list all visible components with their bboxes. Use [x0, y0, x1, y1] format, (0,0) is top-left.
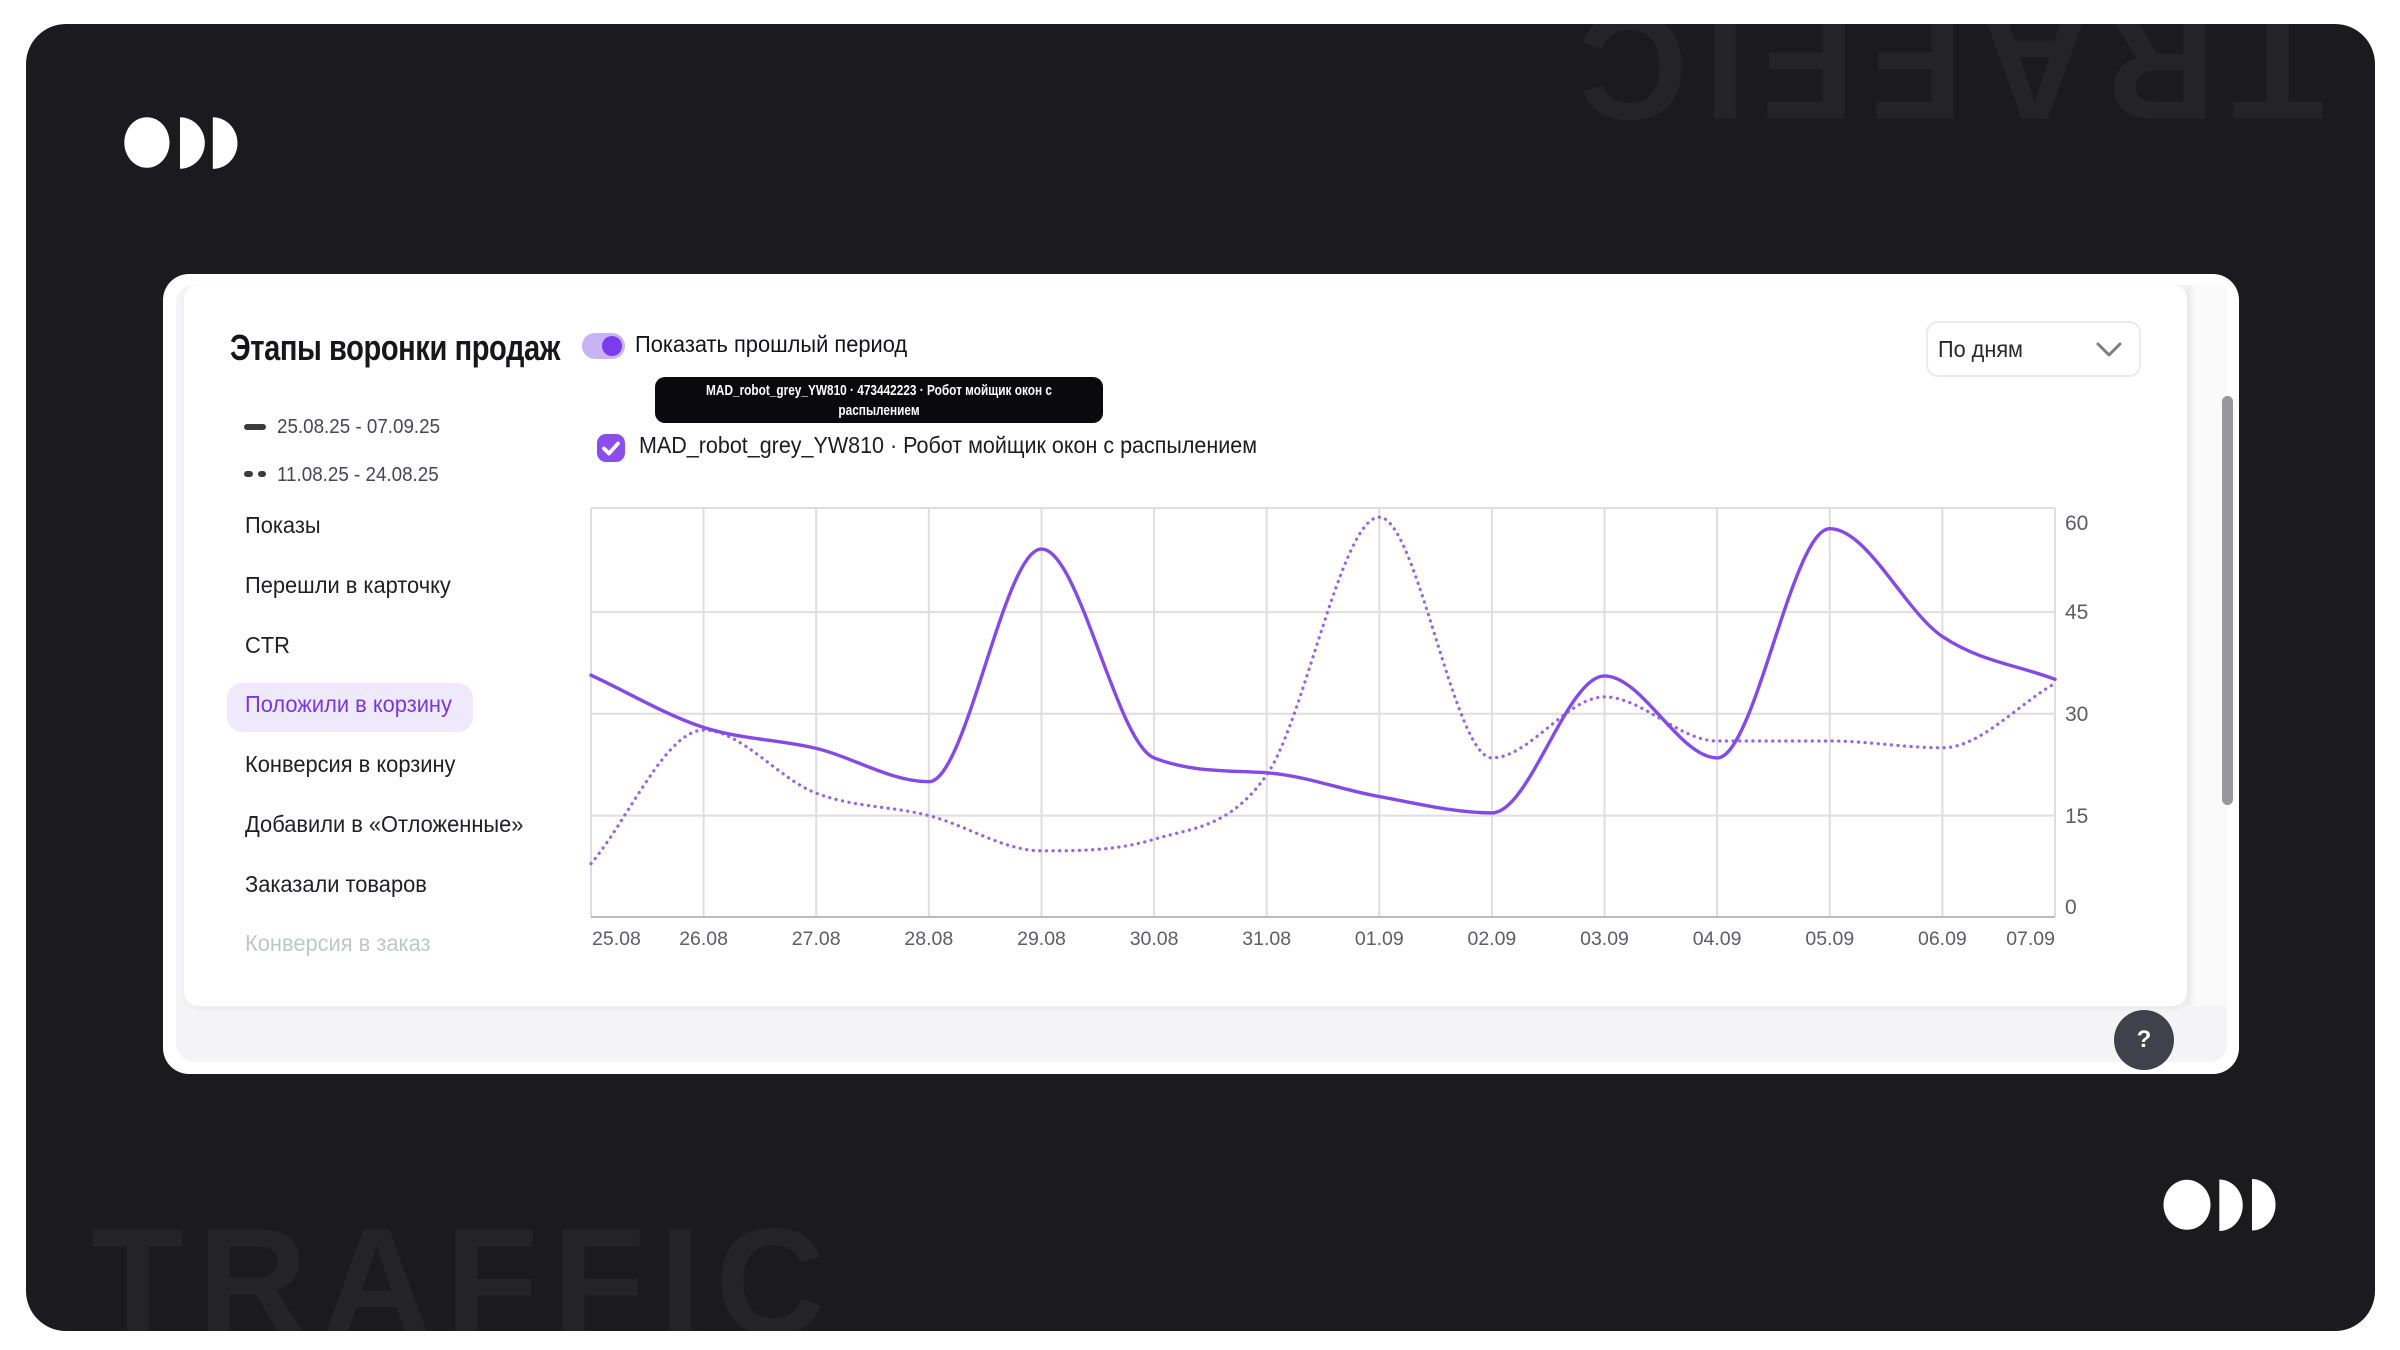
svg-text:06.09: 06.09: [1918, 928, 1967, 950]
svg-text:27.08: 27.08: [792, 928, 841, 950]
svg-text:04.09: 04.09: [1693, 928, 1742, 950]
svg-text:05.09: 05.09: [1805, 928, 1854, 950]
svg-text:07.09: 07.09: [2006, 928, 2055, 950]
svg-text:01.09: 01.09: [1355, 928, 1404, 950]
svg-text:31.08: 31.08: [1242, 928, 1291, 950]
svg-text:25.08: 25.08: [592, 928, 641, 950]
svg-text:26.08: 26.08: [679, 928, 728, 950]
svg-text:45: 45: [2065, 601, 2088, 624]
svg-text:15: 15: [2065, 805, 2088, 828]
svg-text:0: 0: [2065, 896, 2077, 919]
svg-text:30.08: 30.08: [1130, 928, 1179, 950]
svg-text:29.08: 29.08: [1017, 928, 1066, 950]
svg-text:03.09: 03.09: [1580, 928, 1629, 950]
svg-text:02.09: 02.09: [1467, 928, 1516, 950]
svg-text:28.08: 28.08: [904, 928, 953, 950]
svg-text:30: 30: [2065, 703, 2088, 726]
svg-text:60: 60: [2065, 512, 2088, 535]
